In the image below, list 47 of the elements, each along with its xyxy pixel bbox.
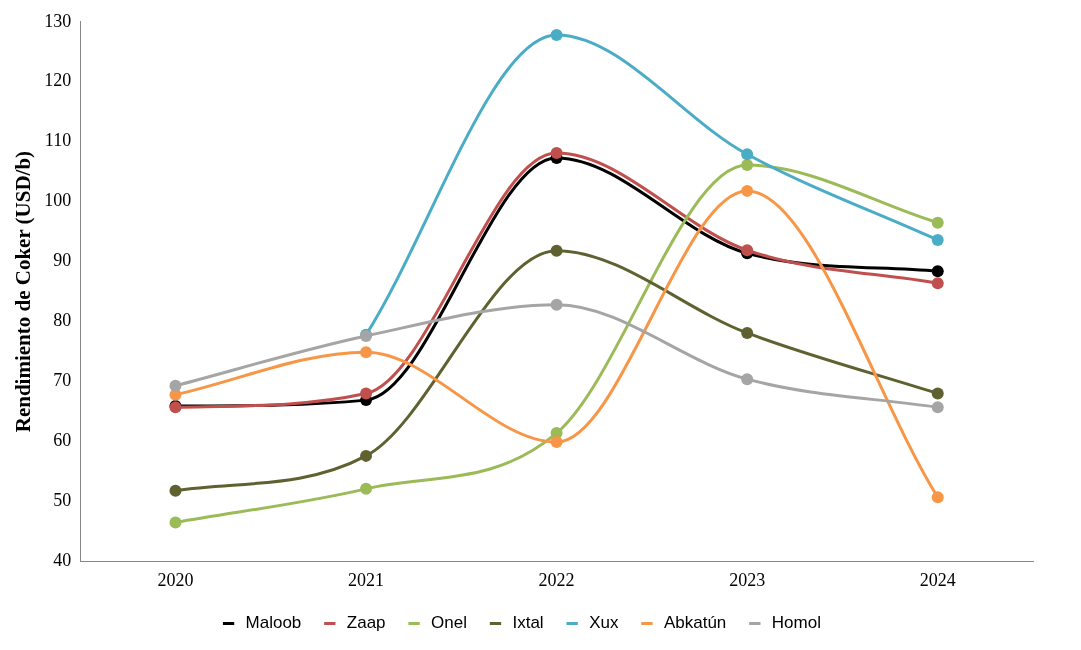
point [741, 184, 754, 197]
x-tick-label: 2023 [729, 569, 766, 590]
y-tick-label: 110 [44, 130, 72, 151]
point [931, 277, 944, 290]
point [931, 387, 944, 400]
legend-label: Maloob [245, 613, 302, 633]
y-tick-label: 80 [53, 310, 72, 331]
point [550, 436, 563, 449]
x-tick-label: 2020 [157, 569, 194, 590]
point [741, 326, 754, 339]
legend-label: Onel [431, 613, 467, 633]
legend-label: Abkatún [663, 613, 727, 633]
point [169, 516, 182, 529]
point [550, 244, 563, 257]
point [741, 159, 754, 172]
legend-label: Homol [771, 613, 821, 633]
x-tick-label: 2021 [348, 569, 385, 590]
point [931, 491, 944, 504]
x-tick-label: 2022 [538, 569, 575, 590]
point [741, 373, 754, 386]
point [360, 346, 373, 359]
point [169, 484, 182, 497]
y-tick-label: 100 [44, 190, 72, 211]
y-tick-label: 90 [53, 250, 72, 271]
y-tick-label: 40 [53, 550, 72, 571]
point [550, 298, 563, 311]
y-tick-label: 120 [44, 70, 72, 91]
legend-label: Zaap [346, 613, 386, 633]
point [931, 216, 944, 229]
y-tick-label: 130 [44, 10, 72, 31]
x-tick-label: 2024 [919, 569, 956, 590]
point [169, 379, 182, 392]
point [931, 265, 944, 278]
legend-label: Ixtal [512, 613, 544, 633]
point [360, 387, 373, 400]
point [360, 449, 373, 462]
y-tick-label: 50 [53, 490, 72, 511]
y-tick-label: 70 [53, 370, 72, 391]
y-axis-title: Rendimiento de Coker (USD/b) [11, 150, 36, 433]
point [550, 28, 563, 41]
point [931, 401, 944, 414]
point [550, 147, 563, 160]
point [360, 482, 373, 495]
legend-label: Xux [589, 613, 619, 633]
point [741, 148, 754, 161]
y-tick-label: 60 [53, 430, 72, 451]
point [931, 234, 944, 247]
